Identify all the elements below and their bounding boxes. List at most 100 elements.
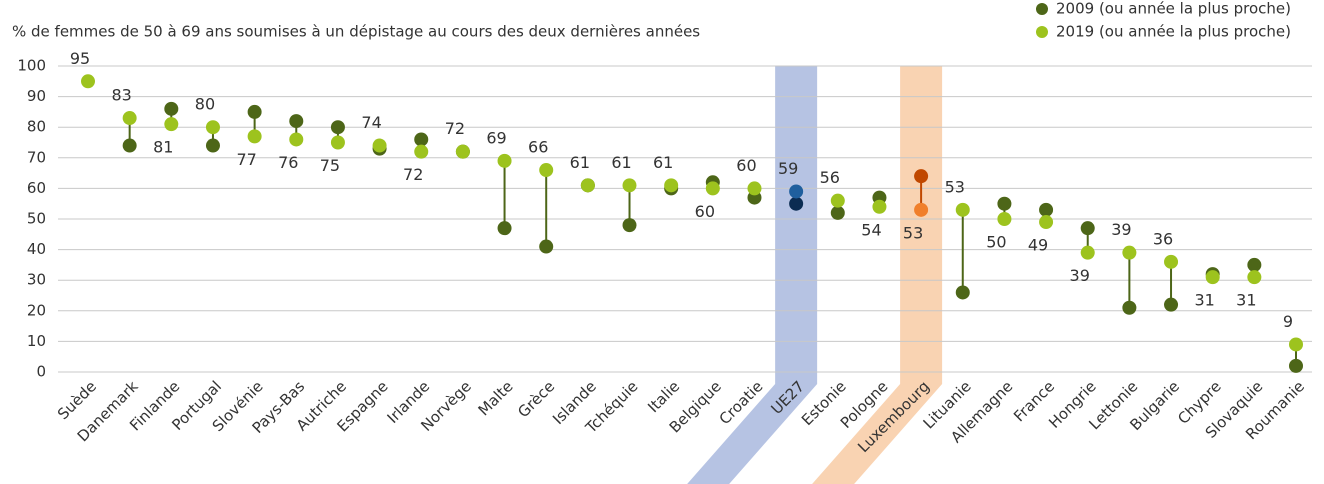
dot-2019 [705, 181, 720, 196]
value-label: 9 [1283, 312, 1293, 331]
value-label: 61 [611, 153, 631, 172]
value-label: 77 [236, 150, 256, 169]
value-label: 54 [861, 220, 881, 239]
dot-2009 [1039, 202, 1054, 217]
dot-2009 [330, 120, 345, 135]
dot-2009 [1289, 358, 1303, 373]
value-label: 81 [153, 138, 173, 157]
dot-2009 [122, 138, 137, 153]
x-tick-label: Italie [644, 377, 683, 416]
y-tick-label: 40 [27, 240, 46, 258]
dot-2019 [1205, 270, 1220, 285]
dot-2019 [1122, 245, 1137, 260]
y-tick-label: 30 [27, 271, 46, 289]
value-label: 72 [403, 165, 423, 184]
dot-2019 [580, 178, 595, 193]
value-label: 49 [1028, 236, 1048, 255]
dot-2009 [1247, 257, 1262, 272]
dot-2019 [664, 178, 679, 193]
dot-2009 [289, 114, 304, 129]
dot-2019 [247, 129, 262, 144]
highlight-band [812, 66, 943, 484]
dot-2009 [539, 239, 554, 254]
value-label: 50 [986, 233, 1006, 252]
dot-2019 [455, 144, 470, 159]
y-tick-label: 0 [36, 363, 46, 381]
dot-2019 [789, 184, 804, 199]
legend-marker [1036, 26, 1048, 38]
value-label: 66 [528, 138, 548, 157]
value-label: 53 [945, 177, 965, 196]
value-label: 56 [820, 168, 840, 187]
y-tick-label: 90 [27, 87, 46, 105]
dot-2009 [1122, 300, 1137, 315]
value-label: 83 [111, 86, 131, 105]
legend-label: 2019 (ou année la plus proche) [1056, 23, 1291, 41]
dot-2019 [372, 138, 387, 153]
value-label: 80 [195, 95, 215, 114]
value-label: 61 [570, 153, 590, 172]
dot-2009 [789, 196, 804, 211]
value-label: 60 [736, 156, 756, 175]
dot-2009 [497, 221, 512, 236]
dot-2009 [622, 218, 637, 233]
dot-2019 [747, 181, 762, 196]
y-tick-label: 50 [27, 210, 46, 228]
value-label: 59 [778, 159, 798, 178]
value-label: 69 [486, 128, 506, 147]
dot-2009 [205, 138, 220, 153]
dot-2009 [997, 196, 1012, 211]
dot-2019 [997, 212, 1012, 226]
dot-2009 [830, 205, 845, 220]
dot-2019 [1080, 245, 1095, 260]
value-label: 74 [361, 113, 381, 132]
dot-2019 [289, 132, 304, 147]
value-label: 39 [1070, 266, 1090, 285]
dot-2009 [414, 132, 429, 147]
dot-2019 [539, 163, 554, 178]
value-label: 36 [1153, 229, 1173, 248]
value-label: 31 [1236, 291, 1256, 310]
dot-2019 [164, 117, 179, 132]
dot-2019 [622, 178, 637, 193]
dot-2019 [830, 193, 845, 208]
dot-2009 [1164, 297, 1179, 312]
dot-2009 [914, 169, 929, 184]
x-tick-label: Malte [475, 377, 517, 419]
dot-2019 [497, 153, 512, 168]
dot-2019 [1164, 254, 1179, 269]
dot-2019 [122, 111, 137, 126]
dot-2019 [914, 202, 929, 217]
highlight-band [687, 66, 818, 484]
dot-2019 [414, 144, 429, 159]
dot-2019 [955, 202, 970, 217]
y-tick-label: 10 [27, 332, 46, 350]
dot-2019 [81, 74, 95, 89]
legend-label: 2009 (ou année la plus proche) [1056, 0, 1291, 18]
value-label: 95 [70, 49, 90, 68]
legend-marker [1036, 3, 1048, 15]
value-label: 76 [278, 153, 298, 172]
dot-2009 [1080, 221, 1095, 236]
dot-2009 [164, 101, 179, 116]
dot-2019 [330, 135, 345, 150]
y-tick-label: 60 [27, 179, 46, 197]
value-label: 31 [1195, 291, 1215, 310]
value-label: 61 [653, 153, 673, 172]
value-label: 72 [445, 119, 465, 138]
dot-2009 [247, 104, 262, 119]
dot-2019 [1247, 270, 1262, 285]
value-label: 53 [903, 223, 923, 242]
value-label: 39 [1111, 220, 1131, 239]
y-tick-label: 100 [17, 57, 46, 75]
y-tick-label: 80 [27, 118, 46, 136]
dot-2019 [872, 199, 887, 214]
dot-2009 [955, 285, 970, 300]
y-tick-label: 20 [27, 301, 46, 319]
y-tick-label: 70 [27, 148, 46, 166]
dot-2019 [1289, 337, 1303, 352]
value-label: 75 [320, 156, 340, 175]
value-label: 60 [695, 202, 715, 221]
dot-2019 [205, 120, 220, 135]
